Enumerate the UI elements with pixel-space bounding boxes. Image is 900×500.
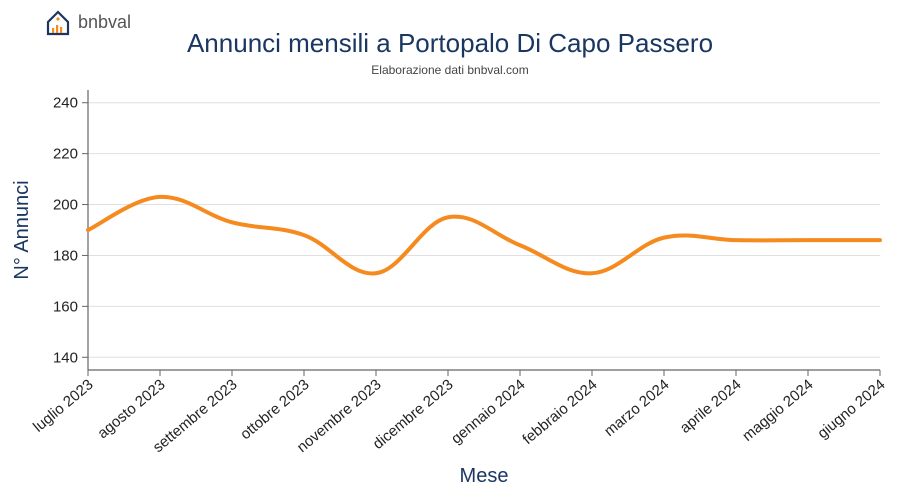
x-tick-label: giugno 2024 — [814, 376, 888, 442]
y-tick-label: 180 — [53, 247, 78, 264]
x-tick-label: febbraio 2024 — [519, 376, 600, 448]
x-ticks: luglio 2023agosto 2023settembre 2023otto… — [30, 370, 889, 456]
y-tick-label: 200 — [53, 197, 78, 214]
x-tick-label: agosto 2023 — [94, 376, 168, 442]
x-axis-label: Mese — [460, 465, 509, 487]
line-chart: Annunci mensili a Portopalo Di Capo Pass… — [0, 0, 900, 500]
x-tick-label: luglio 2023 — [30, 376, 97, 436]
gridlines — [88, 103, 880, 358]
x-tick-label: ottobre 2023 — [237, 376, 312, 443]
chart-subtitle: Elaborazione dati bnbval.com — [371, 63, 528, 77]
y-tick-label: 160 — [53, 298, 78, 315]
chart-title: Annunci mensili a Portopalo Di Capo Pass… — [187, 28, 713, 58]
x-tick-label: gennaio 2024 — [448, 376, 529, 447]
x-tick-label: marzo 2024 — [601, 376, 673, 440]
y-tick-label: 220 — [53, 146, 78, 163]
y-ticks: 140 160 180 200 220 240 — [53, 95, 88, 367]
y-axis-label: N° Annunci — [11, 180, 33, 279]
data-line — [88, 197, 880, 274]
y-tick-label: 240 — [53, 95, 78, 112]
y-tick-label: 140 — [53, 349, 78, 366]
chart-container: Annunci mensili a Portopalo Di Capo Pass… — [0, 0, 900, 500]
x-tick-label: aprile 2024 — [677, 376, 745, 437]
x-tick-label: maggio 2024 — [739, 376, 816, 445]
